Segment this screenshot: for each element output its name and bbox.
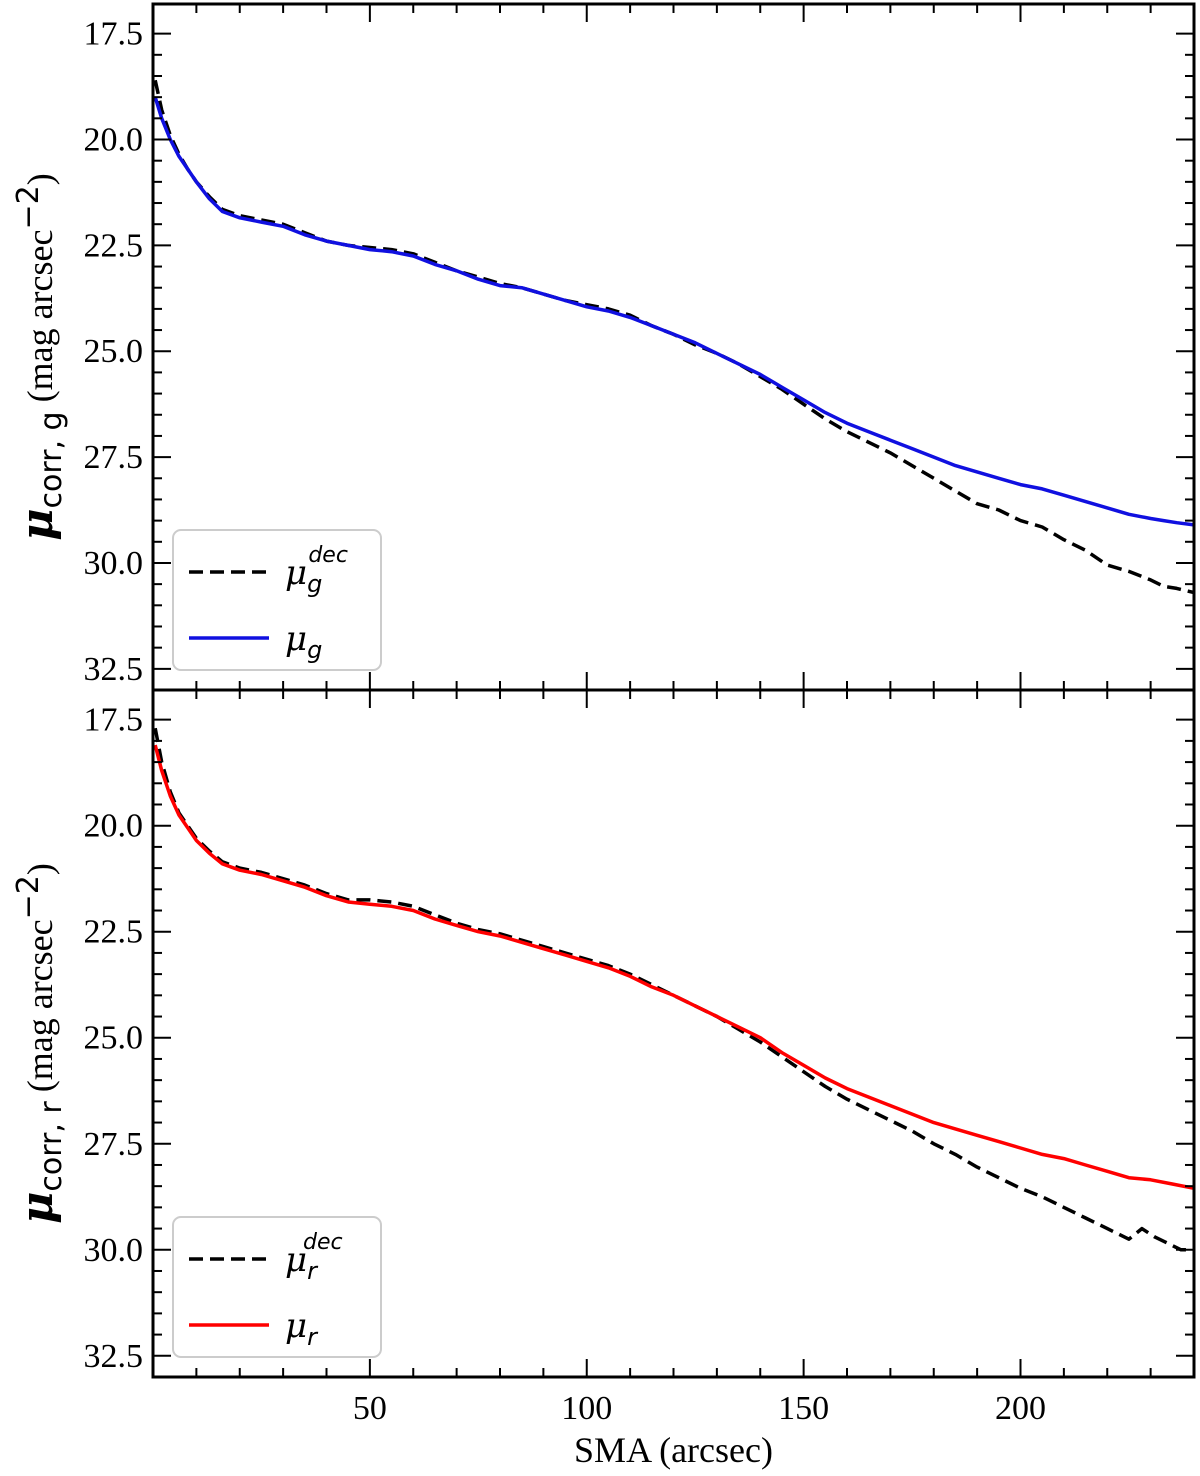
y-axis-label-exponent: −2	[11, 185, 46, 229]
y-axis-label-subscript: corr, g	[34, 411, 69, 508]
x-tick-label: 150	[778, 1390, 829, 1427]
y-tick-label: 25.0	[84, 1020, 144, 1057]
y-axis-label-close: )	[20, 173, 60, 185]
x-tick-label: 200	[995, 1390, 1046, 1427]
series-group	[153, 727, 1194, 1252]
y-tick-label: 22.5	[84, 914, 144, 951]
legend-label-decon-r: μrdec	[285, 1230, 343, 1285]
legend-symbol: μ	[285, 619, 307, 659]
legend-superscript: dec	[303, 1230, 343, 1255]
x-tick-label: 50	[353, 1390, 387, 1427]
y-axis-label: μcorr, r (mag arcsec−2)	[11, 863, 69, 1224]
legend-subscript: r	[307, 1257, 319, 1285]
series-line-decon-g	[153, 79, 1194, 595]
legend-label-r: μr	[285, 1306, 319, 1351]
series-line-decon-r	[153, 727, 1194, 1252]
legend-subscript: r	[307, 1323, 319, 1351]
bottom-panel: 17.5 20.0 22.5 25.0 27.5 30.0 32.5 50 100 150 200 S…	[11, 688, 1196, 1470]
x-tick-label: 100	[561, 1390, 612, 1427]
y-tick-label: 20.0	[84, 808, 144, 845]
y-tick-label: 20.0	[84, 122, 144, 159]
series-group	[153, 79, 1194, 595]
legend-label-g: μg	[285, 619, 322, 664]
y-axis-label-symbol: μ	[12, 1192, 63, 1224]
legend-subscript: g	[307, 570, 322, 598]
legend-label-decon-g: μgdec	[285, 543, 348, 598]
series-line-g	[153, 96, 1194, 527]
y-axis-label-subscript: corr, r	[34, 1101, 69, 1192]
y-tick-label: 27.5	[84, 439, 144, 476]
y-axis-label: μcorr, g (mag arcsec−2)	[11, 173, 69, 540]
y-axis-label-unit: (mag arcsec	[20, 919, 60, 1101]
y-tick-label: 22.5	[84, 227, 144, 264]
legend-subscript: g	[307, 636, 322, 664]
y-tick-label: 30.0	[84, 1232, 144, 1269]
legend-box	[172, 529, 382, 671]
y-axis-label-unit: (mag arcsec	[20, 230, 60, 412]
legend-symbol: μ	[285, 1306, 307, 1346]
y-tick-label: 32.5	[84, 651, 144, 688]
legend-box	[172, 1216, 382, 1358]
series-line-r	[153, 744, 1194, 1191]
y-tick-label: 30.0	[84, 545, 144, 582]
y-tick-label: 17.5	[84, 16, 144, 53]
legend-symbol: μ	[285, 553, 307, 593]
y-tick-label: 25.0	[84, 333, 144, 370]
y-axis-label-close: )	[20, 863, 60, 875]
x-axis-label: SMA (arcsec)	[574, 1430, 773, 1470]
y-tick-label: 32.5	[84, 1338, 144, 1375]
y-tick-label: 17.5	[84, 702, 144, 739]
y-axis-label-symbol: μ	[12, 509, 63, 541]
legend-superscript: dec	[308, 543, 348, 568]
legend-symbol: μ	[285, 1240, 307, 1280]
y-tick-label: 27.5	[84, 1126, 144, 1163]
y-axis-label-exponent: −2	[11, 875, 46, 919]
